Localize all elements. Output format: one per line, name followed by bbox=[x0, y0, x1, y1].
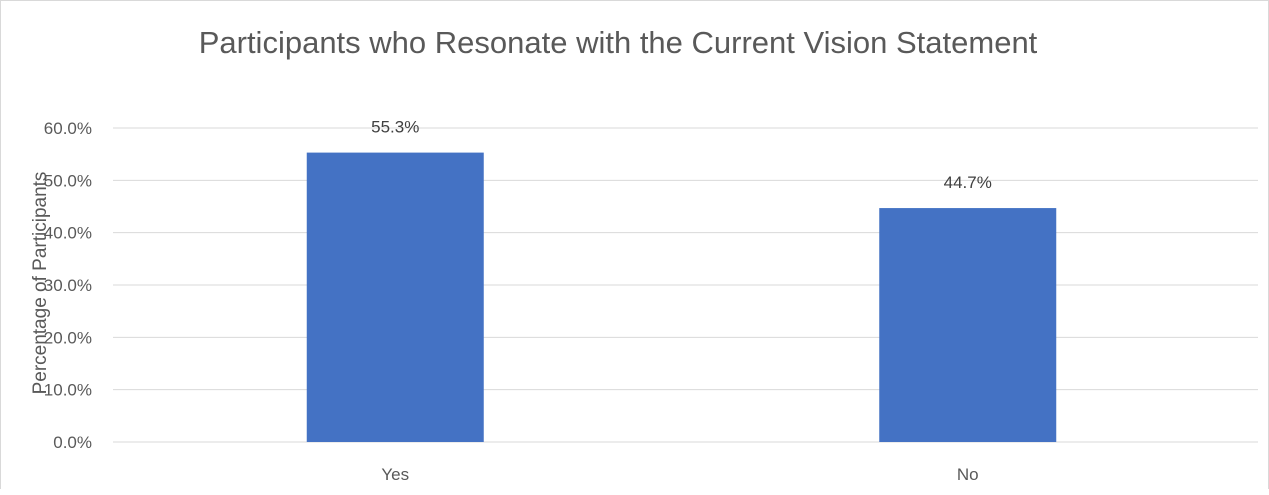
y-axis-ticks: 0.0% 10.0% 20.0% 30.0% 40.0% 50.0% 60.0% bbox=[44, 119, 92, 452]
y-tick-label: 60.0% bbox=[44, 119, 92, 138]
y-tick-label: 10.0% bbox=[44, 381, 92, 400]
data-labels: 55.3% 44.7% bbox=[371, 118, 992, 192]
gridlines bbox=[113, 127, 1258, 443]
category-label-yes: Yes bbox=[381, 465, 409, 484]
bars bbox=[306, 152, 1057, 442]
y-tick-label: 20.0% bbox=[44, 328, 92, 347]
y-tick-label: 40.0% bbox=[44, 224, 92, 243]
data-label-yes: 55.3% bbox=[371, 118, 419, 137]
bar-no bbox=[879, 208, 1057, 442]
y-tick-label: 50.0% bbox=[44, 171, 92, 190]
category-label-no: No bbox=[957, 465, 979, 484]
bar-yes bbox=[306, 152, 484, 442]
x-axis-categories: Yes No bbox=[381, 465, 978, 484]
y-tick-label: 30.0% bbox=[44, 276, 92, 295]
chart-title: Participants who Resonate with the Curre… bbox=[199, 25, 1038, 60]
y-axis-title: Percentage of Participants bbox=[30, 172, 51, 395]
data-label-no: 44.7% bbox=[944, 173, 992, 192]
y-tick-label: 0.0% bbox=[53, 433, 92, 452]
